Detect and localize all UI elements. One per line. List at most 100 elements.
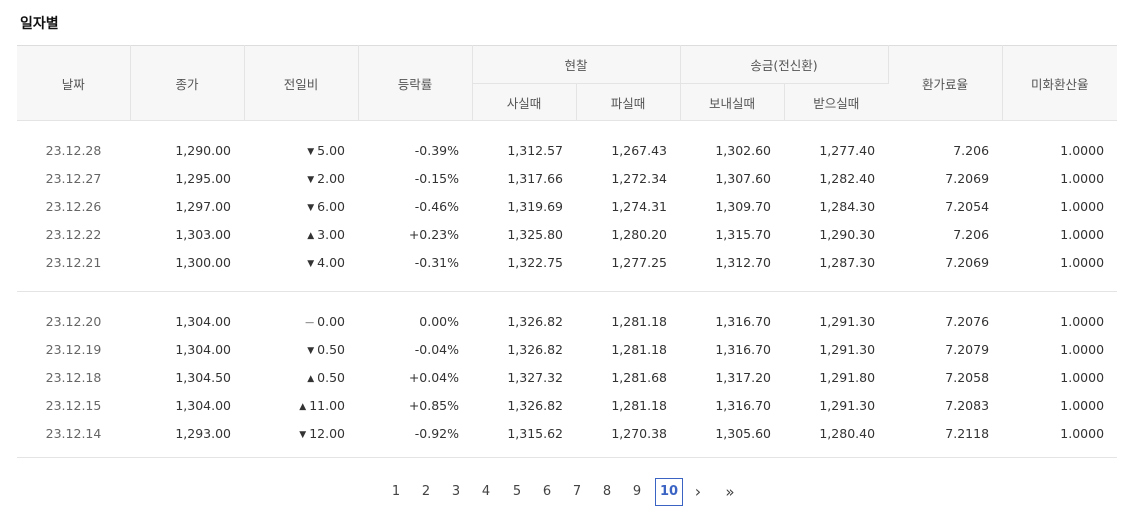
rate-cell: +0.04%	[408, 369, 459, 385]
triangle-down-icon: ▼	[307, 258, 315, 269]
triangle-down-icon: ▼	[307, 146, 315, 157]
table-row: 23.12.28 1,290.00 ▼ 5.00 -0.39% 1,312.57 1,267…	[17, 136, 1117, 164]
cash-buy-cell: 1,319.69	[507, 198, 563, 214]
triangle-down-icon: ▼	[307, 174, 315, 185]
table-row: 23.12.21 1,300.00 ▼ 4.00 -0.31% 1,322.75 1,277…	[17, 248, 1117, 276]
next-page-icon[interactable]: ›	[694, 482, 702, 501]
close-cell: 1,304.00	[175, 313, 231, 329]
close-cell: 1,303.00	[175, 226, 231, 242]
conversion-rate-cell: 7.206	[953, 226, 990, 242]
send-cell: 1,305.60	[715, 425, 772, 441]
rate-cell: +0.85%	[408, 397, 459, 413]
table-row: 23.12.20 1,304.00 —0.00 0.00% 1,326.82 1,281.…	[17, 307, 1117, 335]
rate-cell: -0.31%	[414, 254, 459, 270]
rate-cell: -0.04%	[414, 341, 459, 357]
usd-rate-cell: 1.0000	[1060, 425, 1105, 441]
table-row: 23.12.14 1,293.00 ▼ 12.00 -0.92% 1,315.62 1,27…	[17, 419, 1117, 447]
conversion-rate-cell: 7.2069	[945, 254, 990, 270]
close-cell: 1,304.00	[175, 397, 231, 413]
header-close: 종가	[130, 45, 245, 121]
dash-icon: —	[305, 317, 315, 328]
triangle-down-icon: ▼	[299, 429, 307, 440]
change-value: 11.00	[309, 397, 345, 413]
table-row: 23.12.18 1,304.50 ▲ 0.50 +0.04% 1,327.32 1,281…	[17, 363, 1117, 391]
usd-rate-cell: 1.0000	[1060, 226, 1105, 242]
page-9-link[interactable]: 9	[632, 484, 642, 499]
table-bottom-divider	[17, 457, 1117, 458]
page-3-link[interactable]: 3	[451, 484, 461, 499]
page-4-link[interactable]: 4	[481, 484, 491, 499]
change-value: 2.00	[317, 170, 345, 186]
usd-rate-cell: 1.0000	[1060, 313, 1105, 329]
triangle-up-icon: ▲	[307, 373, 315, 384]
page-10-link[interactable]: 10	[655, 478, 683, 506]
receive-cell: 1,284.30	[819, 198, 876, 214]
header-transfer: 송금(전신환)	[680, 45, 889, 84]
change-value: 12.00	[309, 425, 345, 441]
receive-cell: 1,291.30	[819, 397, 876, 413]
change-cell: ▼ 0.50	[244, 335, 358, 363]
page-7-link[interactable]: 7	[572, 484, 582, 499]
cash-sell-cell: 1,272.34	[611, 170, 668, 186]
date-cell: 23.12.28	[45, 142, 102, 158]
date-cell: 23.12.18	[45, 369, 102, 385]
row-group: 23.12.20 1,304.00 —0.00 0.00% 1,326.82 1,281.…	[17, 307, 1117, 447]
change-cell: —0.00	[244, 307, 358, 335]
header-receive: 받으실때	[784, 83, 889, 121]
send-cell: 1,307.60	[715, 170, 772, 186]
table-row: 23.12.27 1,295.00 ▼ 2.00 -0.15% 1,317.66 1,272…	[17, 164, 1117, 192]
page-2-link[interactable]: 2	[421, 484, 431, 499]
cash-sell-cell: 1,277.25	[611, 254, 668, 270]
header-conversion-rate: 환가료율	[888, 45, 1003, 121]
usd-rate-cell: 1.0000	[1060, 254, 1105, 270]
table-header: 날짜 종가 전일비 등락률 현찰 송금(전신환) 환가료율 미화환산율 사실때 …	[17, 45, 1118, 121]
date-cell: 23.12.22	[45, 226, 102, 242]
cash-sell-cell: 1,281.68	[611, 369, 668, 385]
cash-sell-cell: 1,267.43	[611, 142, 668, 158]
usd-rate-cell: 1.0000	[1060, 142, 1105, 158]
date-cell: 23.12.27	[45, 170, 102, 186]
header-rate: 등락률	[358, 45, 473, 121]
send-cell: 1,302.60	[715, 142, 772, 158]
header-cash-buy: 사실때	[472, 83, 577, 121]
page-6-link[interactable]: 6	[542, 484, 552, 499]
cash-buy-cell: 1,326.82	[507, 313, 563, 329]
triangle-down-icon: ▼	[307, 345, 315, 356]
close-cell: 1,297.00	[175, 198, 231, 214]
cash-sell-cell: 1,280.20	[611, 226, 668, 242]
triangle-down-icon: ▼	[307, 202, 315, 213]
cash-buy-cell: 1,322.75	[507, 254, 563, 270]
page-5-link[interactable]: 5	[512, 484, 522, 499]
receive-cell: 1,282.40	[819, 170, 876, 186]
change-cell: ▲ 3.00	[244, 220, 358, 248]
close-cell: 1,304.00	[175, 341, 231, 357]
cash-buy-cell: 1,326.82	[507, 341, 563, 357]
conversion-rate-cell: 7.206	[953, 142, 990, 158]
table-row: 23.12.15 1,304.00 ▲ 11.00 +0.85% 1,326.82 1,28…	[17, 391, 1117, 419]
table-row: 23.12.22 1,303.00 ▲ 3.00 +0.23% 1,325.80 1,280…	[17, 220, 1117, 248]
page-1-link[interactable]: 1	[391, 484, 401, 499]
change-cell: ▼ 6.00	[244, 192, 358, 220]
section-title: 일자별	[20, 16, 59, 32]
change-cell: ▲ 11.00	[244, 391, 358, 419]
usd-rate-cell: 1.0000	[1060, 341, 1105, 357]
receive-cell: 1,287.30	[819, 254, 876, 270]
cash-buy-cell: 1,315.62	[507, 425, 563, 441]
close-cell: 1,304.50	[175, 369, 231, 385]
change-cell: ▲ 0.50	[244, 363, 358, 391]
last-page-icon[interactable]: »	[725, 483, 735, 501]
rate-cell: -0.15%	[414, 170, 459, 186]
cash-buy-cell: 1,326.82	[507, 397, 563, 413]
change-value: 0.50	[317, 341, 345, 357]
rate-cell: -0.92%	[414, 425, 459, 441]
usd-rate-cell: 1.0000	[1060, 170, 1105, 186]
conversion-rate-cell: 7.2069	[945, 170, 990, 186]
page-8-link[interactable]: 8	[602, 484, 612, 499]
usd-rate-cell: 1.0000	[1060, 198, 1105, 214]
close-cell: 1,295.00	[175, 170, 231, 186]
change-value: 3.00	[317, 226, 345, 242]
date-cell: 23.12.21	[45, 254, 102, 270]
exchange-rate-table-wrap: 날짜 종가 전일비 등락률 현찰 송금(전신환) 환가료율 미화환산율 사실때 …	[17, 45, 1118, 447]
triangle-up-icon: ▲	[299, 401, 307, 412]
conversion-rate-cell: 7.2083	[945, 397, 990, 413]
